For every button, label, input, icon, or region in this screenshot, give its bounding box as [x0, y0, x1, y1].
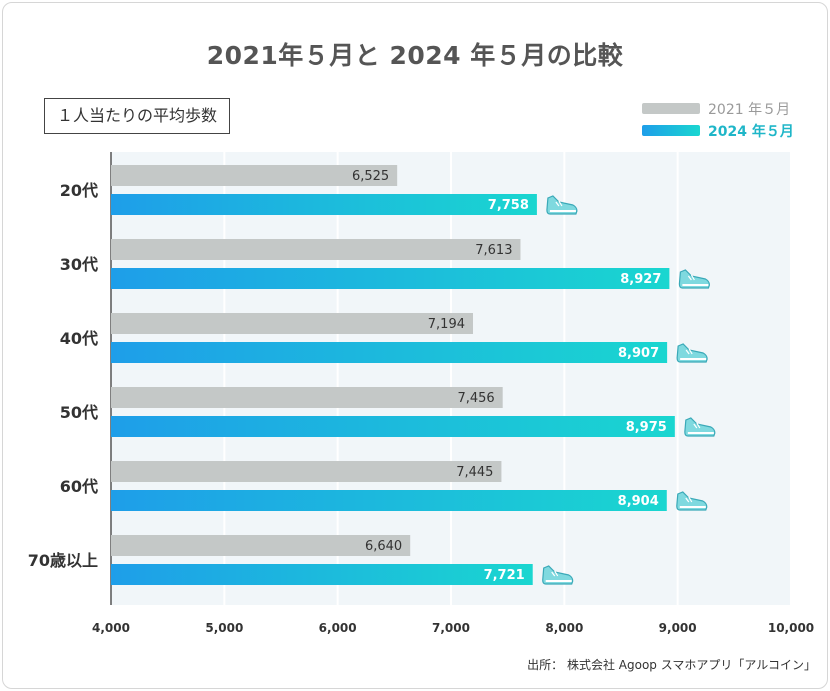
data-label-2024: 8,904 — [618, 494, 659, 509]
x-tick-label: 4,000 — [92, 621, 130, 635]
unit-label: １人当たりの平均歩数 — [44, 98, 231, 134]
x-tick-label: 8,000 — [545, 621, 583, 635]
legend-label-2024: 2024 年５月 — [708, 124, 794, 140]
bar-2021 — [111, 461, 502, 482]
data-label-2021: 7,613 — [475, 243, 512, 258]
chart-title: 2021年５月と 2024 年５月の比較 — [206, 41, 624, 70]
data-label-2024: 8,907 — [618, 346, 659, 361]
data-label-2024: 8,975 — [626, 420, 667, 435]
bar-2024 — [111, 564, 533, 585]
category-label: 60代 — [60, 477, 98, 496]
legend-swatch-2021 — [642, 103, 700, 114]
category-label: 30代 — [60, 255, 98, 274]
x-tick-label: 7,000 — [432, 621, 470, 635]
data-label-2021: 7,445 — [456, 465, 493, 480]
x-tick-label: 9,000 — [659, 621, 697, 635]
x-tick-label: 5,000 — [205, 621, 243, 635]
bar-2024 — [111, 416, 675, 437]
source-note: 出所： 株式会社 Agoop スマホアプリ「アルコイン」 — [527, 658, 816, 672]
category-label: 20代 — [60, 181, 98, 200]
bar-2024 — [111, 490, 667, 511]
legend-label-2021: 2021 年５月 — [708, 102, 791, 118]
data-label-2021: 6,525 — [352, 169, 389, 184]
data-label-2024: 8,927 — [620, 272, 661, 287]
bar-2024 — [111, 342, 668, 363]
category-label: 70歳以上 — [28, 551, 98, 570]
bar-2024 — [111, 268, 670, 289]
data-label-2024: 7,721 — [484, 568, 525, 583]
x-tick-label: 6,000 — [319, 621, 357, 635]
sneaker-icon — [684, 417, 716, 437]
sneaker-icon — [546, 195, 578, 215]
sneaker-icon — [542, 565, 574, 585]
data-label-2021: 7,194 — [428, 317, 465, 332]
category-label: 40代 — [60, 329, 98, 348]
data-label-2024: 7,758 — [488, 198, 529, 213]
data-label-2021: 6,640 — [365, 539, 402, 554]
sneaker-icon — [676, 491, 708, 511]
bar-2024 — [111, 194, 537, 215]
bar-2021 — [111, 165, 398, 186]
legend-swatch-2024 — [642, 125, 700, 136]
data-label-2021: 7,456 — [457, 391, 494, 406]
bar-2021 — [111, 535, 411, 556]
bar-2021 — [111, 387, 503, 408]
sneaker-icon — [676, 343, 708, 363]
category-label: 50代 — [60, 403, 98, 422]
bar-2021 — [111, 239, 521, 260]
bar-2021 — [111, 313, 473, 334]
sneaker-icon — [678, 269, 710, 289]
x-tick-label: 10,000 — [768, 621, 814, 635]
